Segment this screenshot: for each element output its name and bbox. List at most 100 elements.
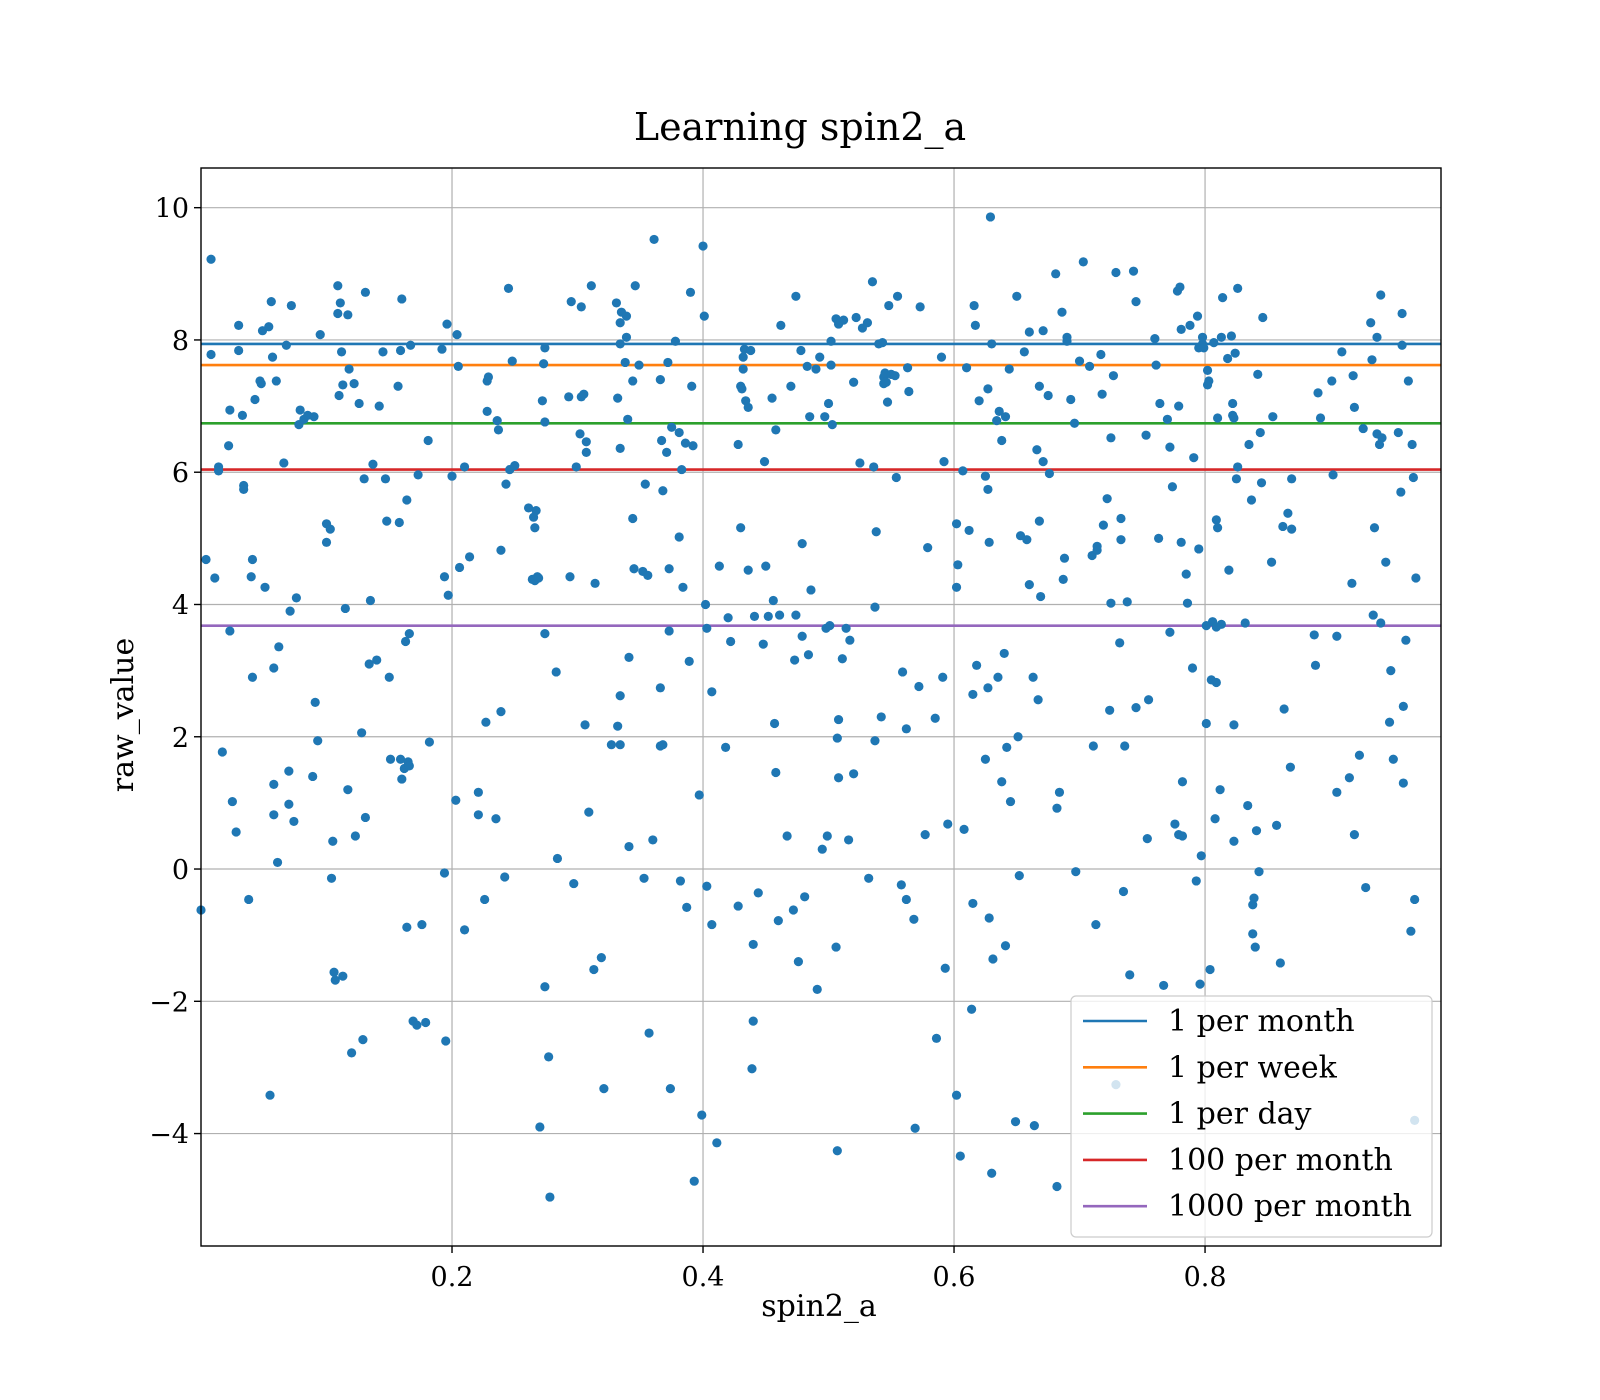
scatter-point — [844, 835, 854, 845]
scatter-point — [797, 539, 807, 549]
scatter-point — [1215, 785, 1225, 795]
scatter-point — [968, 689, 978, 700]
scatter-point — [1185, 320, 1195, 331]
scatter-point — [855, 458, 865, 468]
scatter-point — [832, 1146, 842, 1156]
scatter-point — [451, 795, 461, 805]
scatter-point — [285, 606, 295, 616]
scatter-point — [685, 287, 696, 297]
scatter-point — [1388, 754, 1398, 764]
scatter-point — [820, 412, 830, 422]
scatter-point — [1167, 482, 1178, 492]
scatter-point — [997, 777, 1007, 787]
scatter-point — [1105, 705, 1115, 715]
scatter-point — [1315, 413, 1326, 423]
scatter-point — [721, 742, 731, 752]
legend-box — [1070, 995, 1433, 1238]
scatter-point — [980, 471, 991, 481]
scatter-point — [374, 401, 384, 411]
scatter-point — [1033, 695, 1043, 705]
scatter-point — [698, 241, 708, 251]
scatter-point — [333, 281, 343, 291]
scatter-point — [738, 352, 748, 362]
scatter-point — [733, 901, 743, 911]
scatter-point — [1012, 291, 1022, 301]
scatter-point — [1096, 349, 1106, 360]
scatter-point — [811, 364, 821, 374]
scatter-point — [569, 878, 579, 889]
scatter-point — [501, 479, 511, 489]
scatter-point — [640, 479, 650, 489]
scatter-point — [967, 1004, 977, 1014]
scatter-point — [1255, 427, 1265, 438]
scatter-point — [621, 311, 632, 321]
legend-label: 1 per month — [1168, 1004, 1355, 1039]
scatter-point — [1032, 445, 1042, 455]
scatter-point — [827, 420, 837, 430]
scatter-point — [394, 517, 404, 528]
legend-label: 1000 per month — [1168, 1189, 1412, 1224]
scatter-point — [349, 379, 359, 389]
scatter-point — [1266, 557, 1277, 567]
scatter-point — [902, 363, 913, 373]
scatter-point — [983, 484, 993, 495]
scatter-point — [1084, 361, 1095, 372]
scatter-point — [250, 394, 260, 405]
scatter-point — [1182, 598, 1193, 608]
scatter-point — [997, 435, 1007, 446]
scatter-point — [397, 774, 407, 784]
scatter-point — [621, 332, 632, 342]
scatter-point — [1054, 787, 1065, 797]
x-axis-label: spin2_a — [761, 1289, 877, 1324]
scatter-point — [260, 582, 270, 592]
scatter-point — [667, 422, 677, 432]
scatter-point — [459, 925, 470, 935]
scatter-point — [871, 527, 881, 537]
scatter-point — [1197, 332, 1208, 342]
scatter-point — [624, 652, 634, 662]
scatter-point — [700, 599, 711, 610]
scatter-point — [675, 876, 686, 886]
scatter-point — [1014, 871, 1024, 881]
scatter-point — [970, 320, 980, 331]
scatter-point — [822, 831, 832, 841]
scatter-point — [1348, 371, 1358, 381]
scatter-point — [897, 667, 908, 677]
y-tick-label: 10 — [155, 194, 189, 225]
scatter-point — [599, 1083, 609, 1094]
scatter-point — [269, 663, 279, 673]
scatter-point — [920, 830, 930, 840]
scatter-point — [1029, 1121, 1039, 1131]
scatter-point — [267, 352, 278, 362]
scatter-point — [473, 787, 483, 797]
scatter-point — [815, 352, 825, 362]
scatter-point — [791, 291, 801, 301]
scatter-point — [1229, 836, 1239, 846]
scatter-point — [227, 796, 237, 807]
threshold-lines — [201, 342, 1441, 627]
scatter-point — [869, 462, 879, 472]
scatter-point — [1174, 401, 1184, 411]
scatter-point — [1248, 929, 1258, 939]
scatter-point — [849, 377, 859, 387]
scatter-point — [987, 339, 997, 349]
scatter-point — [817, 844, 827, 854]
scatter-point — [940, 963, 950, 973]
scatter-point — [1108, 371, 1119, 381]
scatter-point — [615, 318, 625, 328]
scatter-point — [1229, 720, 1239, 730]
scatter-point — [841, 623, 851, 633]
scatter-point — [938, 672, 948, 682]
scatter-point — [733, 439, 743, 450]
scatter-point — [412, 1020, 422, 1030]
scatter-point — [1254, 867, 1264, 877]
scatter-point — [483, 372, 494, 382]
scatter-point — [624, 841, 634, 852]
x-tick-label: 0.8 — [1184, 1262, 1227, 1293]
scatter-point — [1309, 630, 1319, 640]
scatter-point — [459, 462, 470, 472]
scatter-point — [1066, 394, 1076, 405]
y-axis-label: raw_value — [106, 638, 141, 792]
scatter-point — [274, 642, 284, 652]
scatter-point — [1310, 660, 1321, 670]
